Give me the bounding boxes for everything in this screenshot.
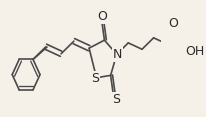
Text: S: S xyxy=(91,72,99,85)
Text: N: N xyxy=(113,48,122,61)
Text: OH: OH xyxy=(185,45,205,58)
Text: S: S xyxy=(112,93,120,106)
Text: O: O xyxy=(168,17,178,30)
Text: O: O xyxy=(97,9,107,22)
